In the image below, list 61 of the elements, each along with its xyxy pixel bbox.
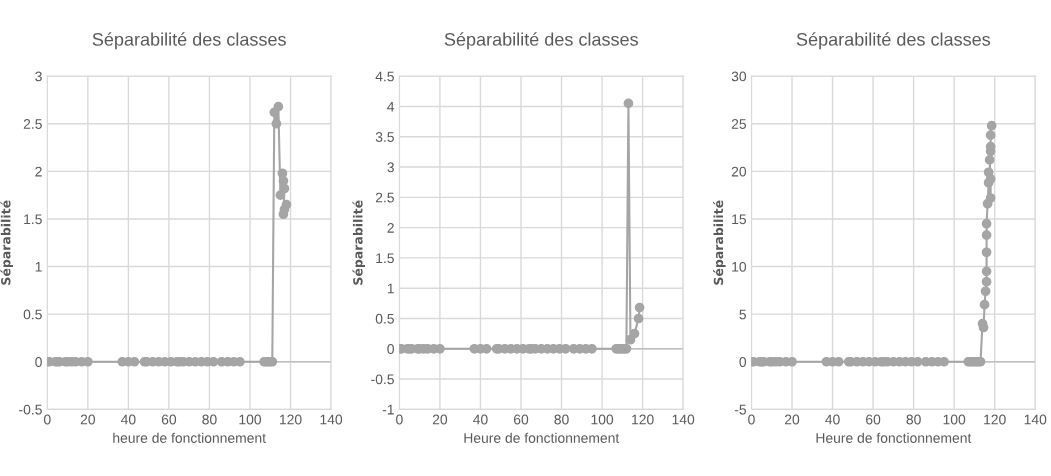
x-tick-label: 120 (632, 414, 654, 425)
y-tick-label: 4 (387, 101, 395, 112)
y-tick-label: 2 (35, 166, 42, 177)
y-tick-label: -5 (734, 404, 747, 415)
y-tick-label: 0.5 (23, 309, 42, 320)
y-tick-label: 5 (739, 309, 747, 320)
x-tick-label: 60 (161, 414, 177, 425)
chart-title: Séparabilité des classes (444, 32, 638, 50)
y-tick-label: 1.5 (24, 214, 42, 225)
x-tick-label: 60 (513, 414, 529, 425)
y-tick-label: 2.5 (23, 119, 42, 129)
chart-title: Séparabilité des classes (796, 32, 991, 50)
y-tick-label: -0.5 (371, 374, 394, 385)
x-tick-label: 140 (672, 414, 695, 425)
y-tick-label: 20 (731, 166, 747, 177)
x-tick-label: 40 (825, 414, 840, 425)
y-tick-label: 2 (387, 222, 394, 233)
y-axis-title: Séparabilité (352, 200, 366, 285)
y-tick-label: 2.5 (375, 192, 394, 203)
x-tick-label: 140 (1024, 414, 1047, 425)
x-tick-label: 0 (43, 414, 51, 425)
x-tick-label: 20 (784, 414, 800, 425)
y-tick-label: 4.5 (375, 71, 394, 82)
y-tick-label: -0.5 (19, 404, 42, 415)
x-tick-label: 40 (120, 414, 136, 425)
x-tick-label: 40 (473, 414, 488, 425)
x-tick-label: 80 (554, 414, 569, 425)
x-tick-label: 80 (906, 414, 921, 425)
x-tick-label: 20 (80, 414, 96, 425)
y-tick-label: 3 (35, 71, 42, 82)
y-tick-label: 3.5 (375, 132, 394, 142)
y-tick-label: 10 (732, 261, 747, 272)
y-axis-title: Séparabilité (713, 200, 726, 285)
x-tick-label: 0 (748, 414, 755, 425)
y-tick-label: 0 (739, 357, 747, 367)
x-tick-label: 120 (984, 414, 1006, 425)
x-tick-label: 100 (943, 414, 966, 425)
x-tick-label: 140 (320, 414, 343, 425)
y-tick-label: 3 (387, 162, 394, 173)
x-axis-title: Heure de fonctionnement (464, 432, 620, 443)
x-tick-label: 20 (432, 414, 448, 425)
y-tick-label: 1.5 (376, 253, 394, 264)
x-tick-label: 60 (866, 414, 881, 425)
x-tick-label: 120 (280, 414, 302, 425)
y-axis-title: Séparabilité (0, 200, 13, 285)
x-tick-label: 100 (591, 414, 614, 425)
y-tick-label: 0.5 (375, 313, 394, 324)
chart-title: Séparabilité des classes (92, 32, 286, 50)
y-tick-label: 15 (732, 214, 747, 225)
y-tick-label: 1 (387, 283, 394, 294)
x-tick-label: 80 (202, 414, 217, 425)
y-tick-label: -1 (382, 404, 394, 415)
y-tick-label: 25 (731, 119, 747, 129)
y-tick-label: 0 (387, 344, 394, 354)
y-tick-label: 1 (35, 262, 42, 272)
y-tick-label: 30 (731, 71, 747, 82)
x-tick-label: 0 (396, 414, 403, 425)
y-tick-label: 0 (35, 357, 42, 367)
x-axis-title: Heure de fonctionnement (816, 432, 972, 443)
x-axis-title: heure de fonctionnement (113, 432, 266, 443)
x-tick-label: 100 (239, 414, 262, 425)
